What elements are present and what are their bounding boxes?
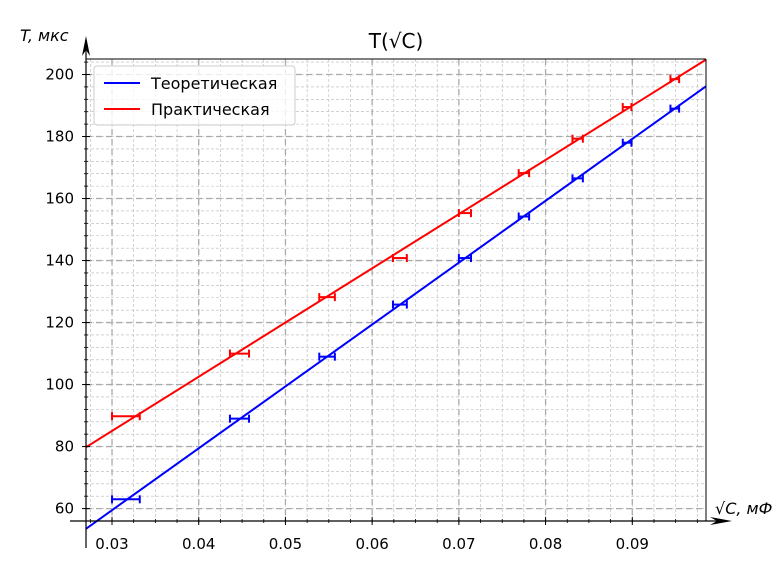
legend-box xyxy=(93,65,296,126)
grid-major xyxy=(86,59,706,521)
x-tick-label: 0.03 xyxy=(95,535,128,553)
chart-title: T(√C) xyxy=(368,29,424,53)
x-tick-label: 0.05 xyxy=(269,535,302,553)
y-axis-label: T, мкс xyxy=(20,26,69,45)
error-bar-theoretical xyxy=(391,300,408,309)
error-bar-practical xyxy=(318,293,336,302)
y-tick-label: 80 xyxy=(55,438,74,456)
x-tick-label: 0.06 xyxy=(355,535,388,553)
error-bar-practical xyxy=(669,75,681,84)
y-tick-label: 180 xyxy=(45,128,74,146)
series-line-theoretical xyxy=(85,85,707,530)
legend: Теоретическая Практическая xyxy=(93,65,296,126)
error-bar-theoretical xyxy=(517,212,531,221)
error-bar-theoretical xyxy=(228,414,251,423)
series-line-practical xyxy=(85,58,707,449)
legend-label-theoretical: Теоретическая xyxy=(150,74,277,93)
error-bars xyxy=(111,75,681,504)
y-tick-label: 120 xyxy=(45,314,74,332)
y-axis-arrow xyxy=(82,36,90,56)
y-tick-label: 60 xyxy=(55,500,74,518)
plot-frame xyxy=(86,58,707,521)
error-bar-theoretical xyxy=(457,254,473,263)
error-bar-practical xyxy=(391,254,408,263)
x-tick-label: 0.08 xyxy=(529,535,562,553)
error-bar-theoretical xyxy=(621,138,633,147)
y-tick-label: 200 xyxy=(45,66,74,84)
error-bar-theoretical xyxy=(111,495,141,504)
error-bar-practical xyxy=(517,169,531,178)
series-lines xyxy=(85,58,707,530)
x-tick-label: 0.09 xyxy=(616,535,649,553)
error-bar-theoretical xyxy=(318,352,336,361)
error-bar-practical xyxy=(621,103,633,112)
x-tick-label: 0.07 xyxy=(442,535,475,553)
legend-label-practical: Практическая xyxy=(151,100,270,119)
error-bar-practical xyxy=(111,412,141,421)
error-bar-theoretical xyxy=(669,104,681,113)
error-bar-practical xyxy=(457,209,473,218)
y-tick-label: 140 xyxy=(45,252,74,270)
error-bar-practical xyxy=(228,349,251,358)
x-tick-label: 0.04 xyxy=(182,535,215,553)
y-tick-label: 160 xyxy=(45,190,74,208)
x-axis-arrow xyxy=(710,517,732,525)
x-axis-label: √C, мФ xyxy=(715,499,772,518)
axes xyxy=(70,36,732,548)
grid-minor xyxy=(86,59,706,522)
ticks: 0.03 0.04 0.05 0.06 0.07 0.08 0.09 60 80 100 120 14… xyxy=(45,61,698,553)
error-bar-theoretical xyxy=(571,174,584,183)
y-tick-label: 100 xyxy=(45,376,74,394)
error-bar-practical xyxy=(571,134,584,143)
